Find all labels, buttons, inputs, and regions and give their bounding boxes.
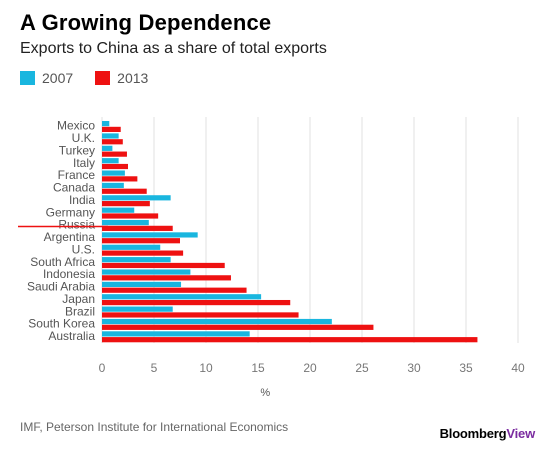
category-label-u-s: U.S.: [72, 242, 95, 256]
chart-subtitle: Exports to China as a share of total exp…: [20, 40, 327, 57]
category-label-south-korea: South Korea: [28, 317, 95, 331]
bar-mexico-2013: [102, 126, 121, 132]
category-label-u-k: U.K.: [72, 131, 95, 145]
category-label-saudi-arabia: Saudi Arabia: [27, 280, 95, 294]
x-tick-label-0: 0: [99, 361, 106, 375]
bar-u-k-2007: [102, 133, 119, 139]
bars: [102, 121, 478, 343]
x-tick-label-25: 25: [355, 361, 369, 375]
bar-japan-2007: [102, 294, 262, 300]
bar-mexico-2007: [102, 121, 110, 127]
category-label-australia: Australia: [48, 329, 95, 343]
category-label-italy: Italy: [73, 156, 95, 170]
bar-south-africa-2007: [102, 257, 171, 263]
bar-turkey-2013: [102, 151, 127, 157]
bar-argentina-2007: [102, 232, 198, 238]
brand-accent: View: [506, 426, 535, 441]
category-label-japan: Japan: [62, 292, 95, 306]
bar-russia-2007: [102, 219, 149, 226]
x-tick-label-35: 35: [459, 361, 473, 375]
bar-canada-2007: [102, 182, 124, 189]
bar-indonesia-2013: [102, 275, 231, 281]
category-label-russia: Russia: [58, 218, 95, 232]
legend: 2007 2013: [20, 69, 170, 87]
legend-swatch-2013: [95, 71, 111, 85]
x-tick-label-15: 15: [251, 361, 265, 375]
bar-u-s-2013: [102, 250, 184, 256]
category-label-indonesia: Indonesia: [43, 267, 95, 281]
bar-indonesia-2007: [102, 269, 191, 275]
bar-canada-2013: [102, 188, 147, 194]
x-tick-labels: 0 5 10 15 20 25 30 35 40: [99, 361, 525, 375]
category-label-india: India: [69, 193, 95, 207]
category-label-germany: Germany: [46, 205, 95, 219]
legend-swatch-2007: [20, 71, 35, 85]
brand-logo: BloombergView: [439, 426, 536, 441]
bar-india-2007: [102, 195, 171, 201]
bar-australia-2007: [102, 331, 250, 337]
category-labels: MexicoU.K.TurkeyItalyFranceCanadaIndiaGe…: [27, 119, 95, 343]
bar-south-korea-2007: [102, 318, 332, 325]
bar-india-2013: [102, 201, 150, 207]
chart-title: A Growing Dependence: [20, 10, 272, 35]
bar-australia-2013: [102, 337, 478, 343]
x-tick-label-40: 40: [511, 361, 525, 375]
bar-japan-2013: [102, 299, 291, 306]
bar-france-2013: [102, 176, 138, 182]
x-tick-label-20: 20: [303, 361, 317, 375]
bar-germany-2013: [102, 213, 159, 219]
x-axis-title: %: [260, 387, 270, 399]
bar-turkey-2007: [102, 145, 113, 151]
category-label-france: France: [58, 168, 96, 182]
bar-argentina-2013: [102, 238, 180, 244]
category-label-brazil: Brazil: [65, 304, 95, 318]
bar-germany-2007: [102, 207, 135, 213]
x-tick-label-10: 10: [199, 361, 213, 375]
bar-south-africa-2013: [102, 262, 225, 269]
source-note: IMF, Peterson Institute for Internationa…: [20, 420, 289, 434]
brand-main: Bloomberg: [439, 426, 507, 441]
bar-u-k-2013: [102, 139, 123, 145]
category-label-mexico: Mexico: [57, 119, 95, 133]
category-label-south-africa: South Africa: [30, 255, 95, 269]
legend-label-2007: 2007: [42, 70, 74, 86]
legend-label-2013: 2013: [117, 70, 149, 86]
bar-u-s-2007: [102, 244, 161, 250]
bar-brazil-2013: [102, 312, 299, 318]
bar-italy-2013: [102, 163, 128, 170]
x-tick-label-5: 5: [151, 361, 158, 375]
category-label-argentina: Argentina: [44, 230, 96, 244]
bar-brazil-2007: [102, 306, 173, 312]
category-label-turkey: Turkey: [59, 143, 95, 157]
bar-france-2007: [102, 170, 125, 176]
bar-saudi-arabia-2007: [102, 281, 182, 288]
bar-south-korea-2013: [102, 324, 374, 330]
bar-saudi-arabia-2013: [102, 287, 247, 293]
bar-russia-2013: [102, 225, 173, 231]
bar-italy-2007: [102, 158, 119, 164]
category-label-canada: Canada: [53, 181, 95, 195]
x-tick-label-30: 30: [407, 361, 421, 375]
